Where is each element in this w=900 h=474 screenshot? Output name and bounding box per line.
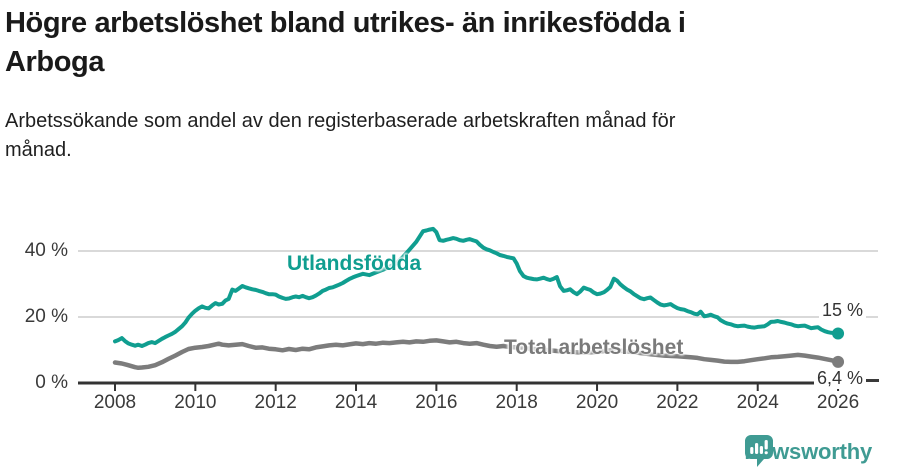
chart-header: Högre arbetslöshet bland utrikes- än inr… bbox=[5, 4, 875, 165]
y-tick-label: 40 % bbox=[24, 240, 68, 261]
end-dot bbox=[832, 355, 845, 368]
end-dot bbox=[832, 327, 845, 340]
y-tick-label: 0 % bbox=[35, 372, 68, 393]
newsworthy-logo-icon bbox=[745, 435, 774, 467]
end-value-label-total: 6,4 % bbox=[814, 368, 867, 389]
y-tick-label: 20 % bbox=[24, 306, 68, 327]
bar-1 bbox=[750, 447, 754, 454]
x-tick-label: 2010 bbox=[174, 392, 217, 413]
page-title: Högre arbetslöshet bland utrikes- än inr… bbox=[5, 7, 686, 79]
x-tick-label: 2024 bbox=[736, 392, 779, 413]
series-label-utlandsfodda: Utlandsfödda bbox=[287, 252, 422, 275]
x-tick-label: 2014 bbox=[334, 392, 378, 413]
bar-3 bbox=[760, 446, 764, 454]
end-value-label-utlandsfodda: 15 % bbox=[819, 300, 867, 321]
x-tick-label: 2026 bbox=[816, 392, 860, 413]
x-tick-label: 2020 bbox=[575, 392, 619, 413]
x-tick-label: 2022 bbox=[656, 392, 699, 413]
series-line bbox=[112, 338, 841, 371]
bar-2 bbox=[755, 443, 759, 454]
x-tick-label: 2012 bbox=[254, 392, 297, 413]
x-tick-label: 2018 bbox=[495, 392, 538, 413]
exclamation-dot bbox=[765, 451, 769, 455]
x-tick-label: 2008 bbox=[93, 392, 137, 413]
axis-leader-dash bbox=[866, 379, 879, 382]
page-subtitle: Arbetssökande som andel av den registerb… bbox=[5, 109, 676, 161]
speech-bubble-shape bbox=[745, 435, 774, 467]
brand-footer[interactable]: Newsworthy bbox=[744, 434, 872, 470]
exclamation-bar bbox=[765, 440, 769, 450]
series-line bbox=[113, 226, 841, 348]
series-label-total-arbetsloshet: Total arbetslöshet bbox=[504, 336, 684, 359]
x-tick-label: 2016 bbox=[415, 392, 458, 413]
